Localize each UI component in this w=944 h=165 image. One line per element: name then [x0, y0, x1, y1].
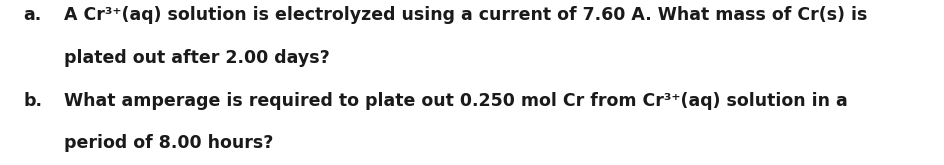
Text: b.: b. [24, 92, 42, 110]
Text: a.: a. [24, 6, 42, 24]
Text: plated out after 2.00 days?: plated out after 2.00 days? [64, 49, 330, 67]
Text: period of 8.00 hours?: period of 8.00 hours? [64, 134, 274, 152]
Text: A Cr³⁺(aq) solution is electrolyzed using a current of 7.60 A. What mass of Cr(s: A Cr³⁺(aq) solution is electrolyzed usin… [64, 6, 868, 24]
Text: What amperage is required to plate out 0.250 mol Cr from Cr³⁺(aq) solution in a: What amperage is required to plate out 0… [64, 92, 848, 110]
